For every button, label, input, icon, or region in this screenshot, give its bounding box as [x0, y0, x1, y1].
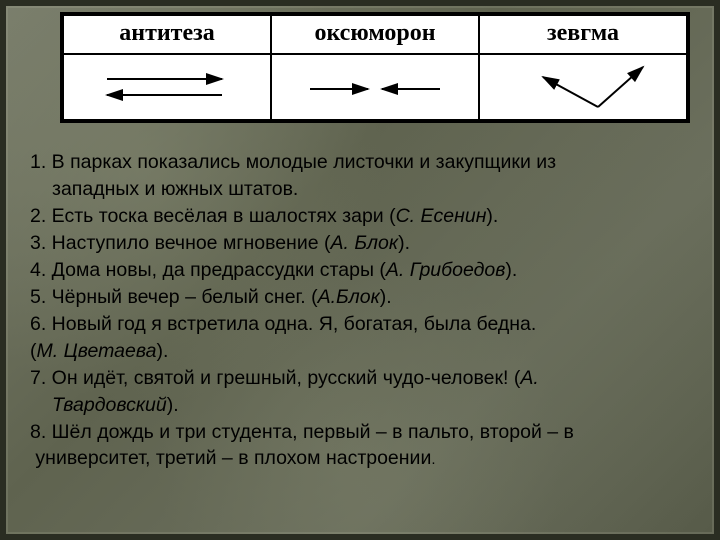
author-blok-2: А.Блок — [318, 286, 380, 308]
col-header-oxymoron: оксюморон — [271, 15, 479, 54]
oxymoron-arrows-icon — [290, 59, 460, 115]
author-tvardovsky-name: Твардовский — [52, 394, 167, 416]
author-esenin: С. Есенин — [396, 205, 487, 227]
cell-zeugma-diagram — [479, 54, 687, 120]
examples-list: 1. В парках показались молодые листочки … — [30, 150, 690, 473]
item-2: 2. Есть тоска весёлая в шалостях зари (С… — [30, 204, 690, 229]
antithesis-arrows-icon — [82, 59, 252, 115]
item-7-line1: 7. Он идёт, святой и грешный, русский чу… — [30, 366, 690, 391]
item-6-line1: 6. Новый год я встретила одна. Я, богата… — [30, 312, 690, 337]
item-1-line1: 1. В парках показались молодые листочки … — [30, 150, 690, 175]
figures-table: антитеза оксюморон зевгма — [60, 12, 690, 123]
cell-oxymoron-diagram — [271, 54, 479, 120]
author-blok-1: А. Блок — [330, 232, 398, 254]
item-3: 3. Наступило вечное мгновение (А. Блок). — [30, 231, 690, 256]
author-tvardovsky-a: А. — [520, 367, 538, 389]
zeugma-v-icon — [498, 59, 668, 115]
item-5: 5. Чёрный вечер – белый снег. (А.Блок). — [30, 285, 690, 310]
col-header-antithesis: антитеза — [63, 15, 271, 54]
item-1-line2: западных и южных штатов. — [30, 177, 690, 202]
item-6-line2: (М. Цветаева). — [30, 339, 690, 364]
item-7-line2: Твардовский). — [30, 393, 690, 418]
author-tsvetaeva: М. Цветаева — [37, 340, 157, 362]
item-8-line1: 8. Шёл дождь и три студента, первый – в … — [30, 420, 690, 445]
author-griboedov: А. Грибоедов — [386, 259, 506, 281]
item-4: 4. Дома новы, да предрассудки стары (А. … — [30, 258, 690, 283]
col-header-zeugma: зевгма — [479, 15, 687, 54]
item-8-line2: университет, третий – в плохом настроени… — [30, 446, 690, 471]
cell-antithesis-diagram — [63, 54, 271, 120]
